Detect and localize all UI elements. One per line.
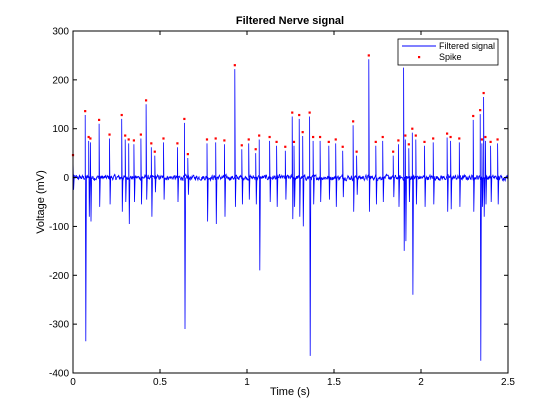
spike-marker [496, 138, 499, 141]
spike-marker [334, 138, 337, 141]
legend: Filtered signal Spike [397, 38, 499, 66]
spike-marker [352, 120, 355, 123]
spike-marker [449, 135, 452, 139]
spike-marker [341, 145, 344, 148]
spike-marker [458, 137, 461, 140]
spike-marker [298, 113, 301, 117]
spike-marker [381, 135, 384, 139]
y-tick-label: -100 [49, 222, 69, 233]
spike-marker [139, 133, 142, 136]
spike-marker [144, 99, 148, 102]
plot-frame [72, 30, 509, 374]
spike-marker [240, 144, 243, 147]
series-line-filtered-signal [72, 59, 509, 361]
spike-marker [132, 139, 135, 142]
spike-marker [423, 140, 426, 144]
spike-marker [446, 132, 449, 135]
spike-marker [355, 150, 358, 153]
spike-marker [124, 134, 127, 137]
spike-marker [472, 114, 475, 118]
y-tick-label: 200 [52, 75, 69, 86]
x-axis: 0 0.5 1 1.5 2 2.5 [70, 31, 515, 388]
spike-marker [367, 54, 370, 57]
spike-marker [98, 118, 101, 122]
x-tick-label: 2.5 [501, 377, 515, 388]
spike-marker [392, 150, 395, 153]
spike-marker [291, 111, 294, 114]
spike-marker [292, 140, 296, 144]
spike-marker [374, 140, 377, 144]
legend-label-signal: Filtered signal [439, 41, 495, 51]
x-tick-label: 0.5 [153, 377, 167, 388]
plot-area [71, 54, 509, 361]
spike-marker [479, 109, 482, 112]
spike-marker [89, 137, 92, 140]
spike-marker [84, 110, 87, 113]
y-tick-label: -400 [49, 369, 69, 380]
spike-marker [397, 139, 400, 142]
y-tick-label: -200 [49, 271, 69, 282]
chart-title: Filtered Nerve signal [236, 15, 344, 27]
y-tick-label: 100 [52, 124, 69, 135]
spike-marker [214, 137, 217, 140]
legend-label-spike: Spike [439, 52, 462, 62]
spike-marker [275, 140, 278, 144]
spike-marker [153, 150, 156, 153]
x-tick-label: 1.5 [327, 377, 341, 388]
spike-marker [108, 133, 111, 136]
spike-marker [176, 142, 179, 145]
spike-marker [301, 131, 304, 134]
spike-marker [127, 138, 130, 141]
spike-marker [87, 135, 90, 139]
spike-marker [150, 142, 153, 145]
spike-marker [482, 91, 485, 95]
spike-marker [489, 140, 492, 144]
x-tick-label: 0 [70, 377, 76, 388]
y-axis-title: Voltage (mV) [35, 170, 47, 234]
spike-marker [162, 137, 165, 140]
spike-marker [308, 111, 311, 114]
spike-marker [318, 135, 322, 139]
spike-marker [407, 143, 410, 146]
spike-marker [247, 138, 250, 141]
spike-marker [186, 153, 189, 156]
x-tick-label: 2 [418, 377, 424, 388]
x-axis-title: Time (s) [270, 386, 310, 398]
spike-marker [327, 140, 330, 144]
spike-marker [258, 134, 261, 137]
spike-marker [205, 138, 209, 141]
spike-marker [183, 117, 186, 121]
spike-marker [268, 135, 271, 139]
spike-marker [223, 139, 226, 142]
spike-marker [312, 135, 315, 139]
legend-marker-swatch [418, 56, 421, 59]
spike-marker [414, 134, 417, 137]
spike-marker [284, 145, 287, 148]
spike-marker [480, 138, 483, 141]
spike-marker [404, 134, 407, 137]
y-axis: 300 200 100 0 -100 -200 -300 -400 [49, 27, 508, 380]
x-tick-label: 1 [244, 377, 250, 388]
y-tick-label: 0 [63, 173, 69, 184]
plot-background [73, 31, 508, 373]
y-tick-label: -300 [49, 320, 69, 331]
spike-marker [120, 113, 123, 117]
spike-marker [233, 64, 236, 67]
spike-marker [432, 137, 435, 140]
y-tick-label: 300 [52, 27, 69, 38]
legend-box [397, 38, 499, 66]
spike-marker [484, 135, 487, 139]
spike-marker [254, 148, 257, 151]
spike-marker [411, 127, 414, 130]
